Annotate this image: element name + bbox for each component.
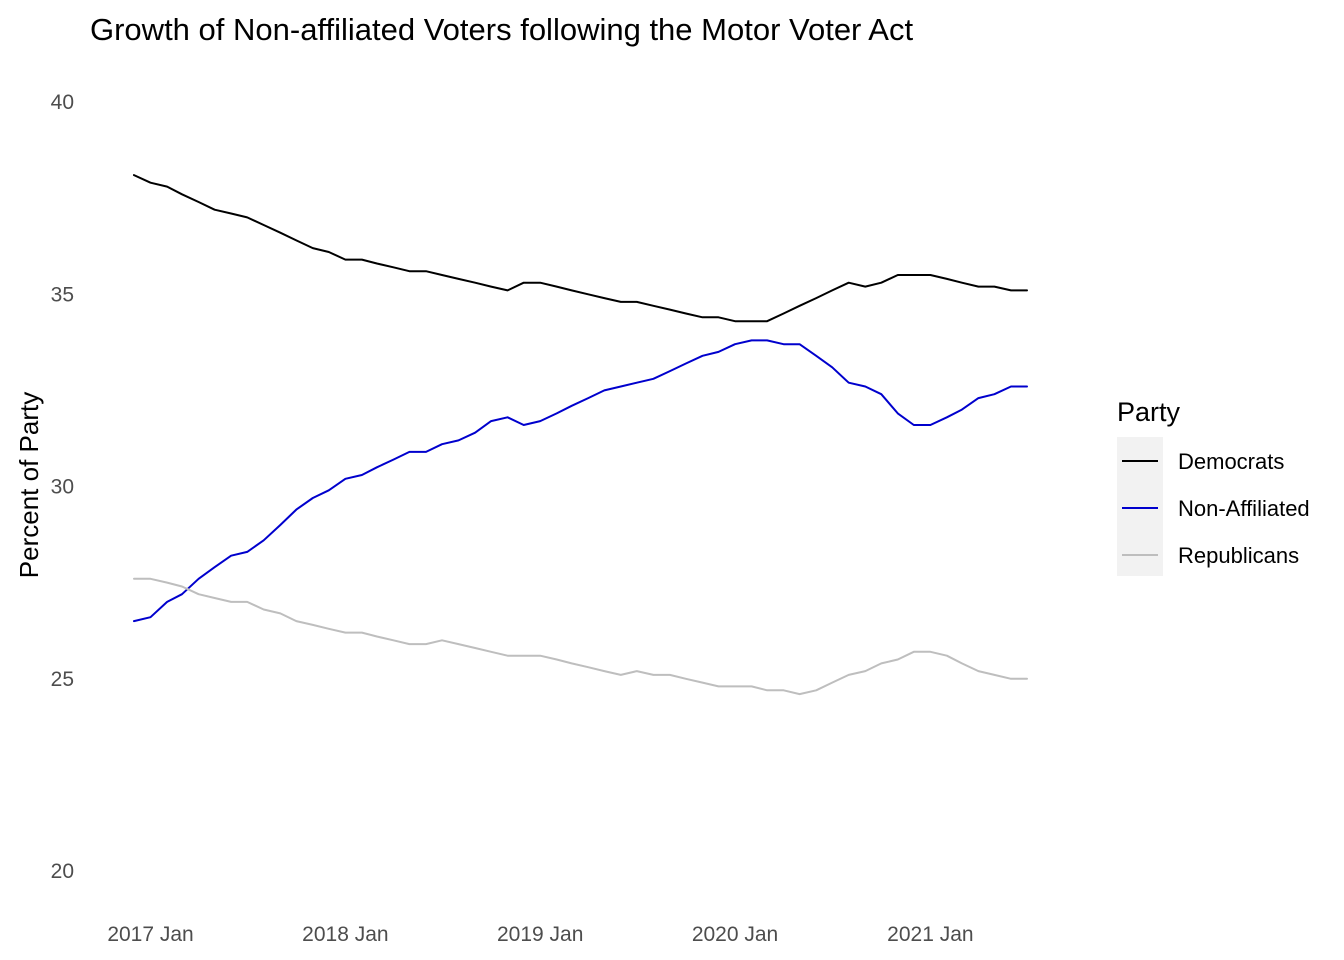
y-tick-label: 25 <box>51 668 74 691</box>
legend-label: Non-Affiliated <box>1178 496 1310 521</box>
x-axis-ticks: 2017 Jan 2018 Jan 2019 Jan 2020 Jan 2021 Jan <box>107 923 973 946</box>
chart-title: Growth of Non-affiliated Voters followin… <box>90 12 913 47</box>
x-tick-label: 2019 Jan <box>497 923 583 946</box>
x-tick-label: 2017 Jan <box>107 923 193 946</box>
series-line-democrats <box>133 174 1028 323</box>
legend-title: Party <box>1117 397 1181 427</box>
x-tick-label: 2018 Jan <box>302 923 388 946</box>
y-tick-label: 30 <box>51 476 74 499</box>
x-tick-label: 2021 Jan <box>887 923 973 946</box>
x-tick-label: 2020 Jan <box>692 923 778 946</box>
legend: Party Democrats Non-Affiliated Republicans <box>1117 397 1310 576</box>
series-line-republicans <box>133 577 1028 696</box>
legend-label: Republicans <box>1178 543 1299 568</box>
series-line-non-affiliated <box>133 339 1028 623</box>
series-lines <box>133 174 1028 696</box>
legend-items: Democrats Non-Affiliated Republicans <box>1122 449 1310 568</box>
y-tick-label: 20 <box>51 860 74 883</box>
legend-label: Democrats <box>1178 449 1284 474</box>
y-axis-title: Percent of Party <box>14 392 44 578</box>
y-axis-ticks: 20 25 30 35 40 <box>51 91 74 883</box>
y-tick-label: 35 <box>51 283 74 306</box>
y-tick-label: 40 <box>51 91 74 114</box>
